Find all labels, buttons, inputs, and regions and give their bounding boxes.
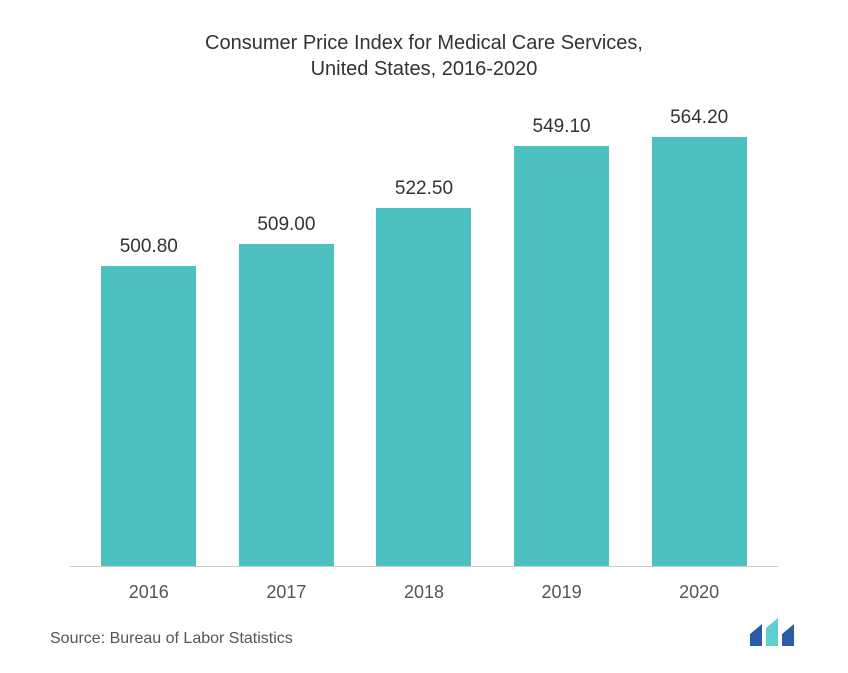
bar-2020 — [652, 137, 747, 566]
x-axis-label: 2017 — [218, 582, 356, 603]
bar-2018 — [376, 208, 471, 566]
bar-value-label: 509.00 — [257, 214, 315, 236]
x-axis-label: 2020 — [630, 582, 768, 603]
logo-icon — [748, 616, 798, 648]
bar-group-2016: 500.80 — [80, 107, 218, 566]
chart-title: Consumer Price Index for Medical Care Se… — [50, 30, 798, 82]
bar-group-2017: 509.00 — [218, 107, 356, 566]
bar-group-2020: 564.20 — [630, 107, 768, 566]
bar-2016 — [101, 266, 196, 566]
chart-title-line1: Consumer Price Index for Medical Care Se… — [205, 32, 643, 54]
bar-2019 — [514, 146, 609, 566]
chart-footer: Source: Bureau of Labor Statistics — [50, 616, 798, 648]
bar-value-label: 549.10 — [533, 116, 591, 138]
chart-title-line2: United States, 2016-2020 — [311, 58, 538, 80]
x-axis-label: 2016 — [80, 582, 218, 603]
source-attribution: Source: Bureau of Labor Statistics — [50, 630, 293, 648]
chart-plot-area: 500.80 509.00 522.50 549.10 564.20 — [70, 107, 778, 567]
x-axis-label: 2018 — [355, 582, 493, 603]
bar-group-2018: 522.50 — [355, 107, 493, 566]
bar-2017 — [239, 244, 334, 566]
x-axis-label: 2019 — [493, 582, 631, 603]
x-axis: 2016 2017 2018 2019 2020 — [70, 582, 778, 603]
bar-group-2019: 549.10 — [493, 107, 631, 566]
brand-logo — [748, 616, 798, 648]
bar-value-label: 522.50 — [395, 178, 453, 200]
bars-container: 500.80 509.00 522.50 549.10 564.20 — [70, 107, 778, 566]
bar-value-label: 564.20 — [670, 107, 728, 129]
bar-value-label: 500.80 — [120, 236, 178, 258]
